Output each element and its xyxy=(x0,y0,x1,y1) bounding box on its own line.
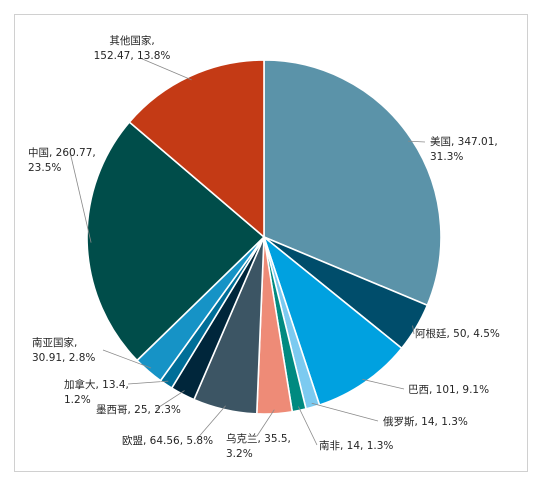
data-label-2: 巴西, 101, 9.1% xyxy=(408,384,489,396)
data-label-5: 乌克兰, 35.5, 3.2% xyxy=(226,432,291,460)
pie-slice-2 xyxy=(262,234,403,407)
data-label-line: 加拿大, 13.4, xyxy=(64,378,129,391)
leader-line-8 xyxy=(127,380,169,385)
pie-slice-10 xyxy=(86,120,266,362)
leader-line-11 xyxy=(139,57,192,81)
leader-line-7 xyxy=(155,390,185,410)
data-label-line: 欧盟, 64.56, 5.8% xyxy=(122,435,213,447)
data-label-line: 23.5% xyxy=(28,162,61,174)
data-label-11: 其他国家, 152.47, 13.8% xyxy=(94,34,171,62)
leader-line-9 xyxy=(102,349,152,369)
data-label-6: 欧盟, 64.56, 5.8% xyxy=(122,435,213,447)
data-label-9: 南亚国家, 30.91, 2.8% xyxy=(32,336,95,364)
data-label-line: 中国, 260.77, xyxy=(28,146,96,159)
data-label-line: 墨西哥, 25, 2.3% xyxy=(96,404,181,416)
leader-line-3 xyxy=(311,402,379,422)
data-label-line: 3.2% xyxy=(226,448,253,460)
data-label-8: 加拿大, 13.4, 1.2% xyxy=(64,378,129,406)
leader-line-1 xyxy=(412,325,415,335)
data-label-line: 31.3% xyxy=(430,151,463,163)
leader-line-10 xyxy=(69,151,92,243)
data-label-line: 乌克兰, 35.5, xyxy=(226,432,291,445)
data-label-3: 俄罗斯, 14, 1.3% xyxy=(383,415,468,428)
data-label-line: 阿根廷, 50, 4.5% xyxy=(415,327,500,340)
leader-line-0 xyxy=(407,140,426,143)
data-label-line: 南非, 14, 1.3% xyxy=(319,439,393,452)
data-label-line: 30.91, 2.8% xyxy=(32,352,95,364)
data-label-line: 美国, 347.01, xyxy=(430,135,498,148)
data-label-4: 南非, 14, 1.3% xyxy=(319,439,393,452)
data-label-10: 中国, 260.77, 23.5% xyxy=(28,146,96,174)
leader-line-6 xyxy=(195,405,226,441)
pie-slice-11 xyxy=(128,59,265,239)
data-label-7: 墨西哥, 25, 2.3% xyxy=(96,404,181,416)
data-label-1: 阿根廷, 50, 4.5% xyxy=(415,327,500,340)
data-label-line: 俄罗斯, 14, 1.3% xyxy=(383,415,468,428)
leader-line-5 xyxy=(256,409,275,437)
data-label-0: 美国, 347.01, 31.3% xyxy=(430,135,498,163)
pie-slice-0 xyxy=(263,59,442,307)
leader-line-4 xyxy=(298,406,318,446)
data-label-line: 1.2% xyxy=(64,394,91,406)
data-label-line: 其他国家, xyxy=(109,34,154,47)
data-label-line: 152.47, 13.8% xyxy=(94,50,171,62)
leader-line-2 xyxy=(362,378,405,390)
data-label-line: 巴西, 101, 9.1% xyxy=(408,384,489,396)
data-label-line: 南亚国家, xyxy=(32,336,77,349)
